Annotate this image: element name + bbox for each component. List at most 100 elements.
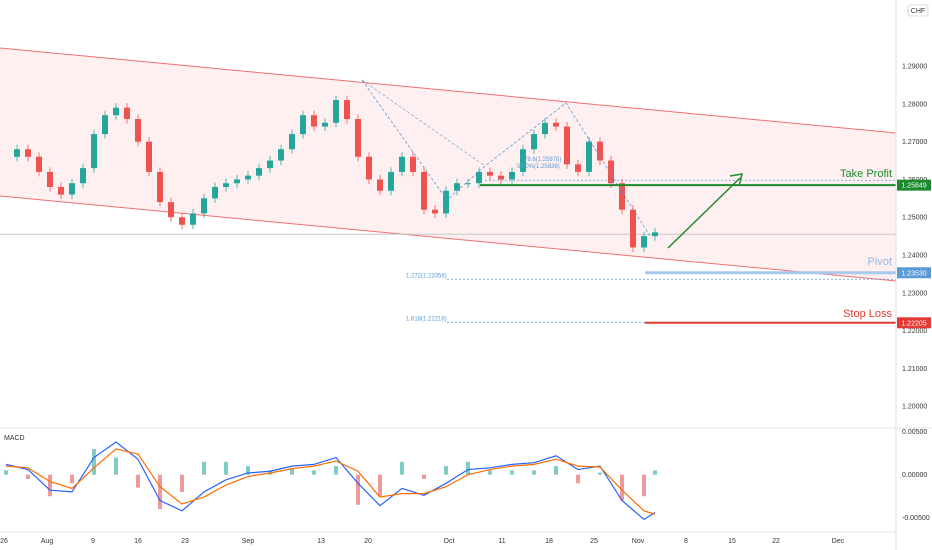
candle-body <box>47 171 53 187</box>
target-arrow-head <box>729 173 744 187</box>
time-tick-label: Oct <box>444 538 455 545</box>
candle-body <box>465 183 471 185</box>
candle-body <box>212 187 218 199</box>
time-tick-label: Dec <box>832 538 845 545</box>
macd-hist-bar <box>653 470 657 475</box>
time-tick-label: 8 <box>684 538 688 545</box>
candle-body <box>322 122 328 127</box>
candle-body <box>245 175 251 180</box>
macd-hist-bar <box>642 474 646 497</box>
time-axis[interactable]: 26 Aug 9 16 23 Sep 13 20 Oct 11 18 25 Nov 8 15 22 Dec <box>0 538 845 545</box>
fib-1272-label: 1.272(1.23358) <box>406 273 447 279</box>
candle-body <box>498 175 504 180</box>
macd-hist-bar <box>400 461 404 475</box>
time-tick-label: 9 <box>91 538 95 545</box>
macd-signal-line <box>5 448 656 515</box>
candle-body <box>608 160 614 184</box>
macd-tick-label: -0.00500 <box>902 515 930 522</box>
time-tick-label: 20 <box>364 538 372 545</box>
candle-body <box>586 141 592 172</box>
candle-body <box>91 134 97 169</box>
candle-body <box>355 119 361 157</box>
macd-hist-bar <box>26 474 30 479</box>
candle-body <box>641 236 647 248</box>
candle-body <box>476 171 482 184</box>
channel-upper-line <box>0 47 897 134</box>
candle-body <box>652 232 658 237</box>
target-arrow-shaft <box>667 177 741 249</box>
candle-body <box>575 164 581 172</box>
price-tick-label: 1.22000 <box>902 328 927 335</box>
macd-line <box>5 441 656 521</box>
take-profit-value: 1.25849 <box>901 183 926 190</box>
candle-body <box>443 190 449 214</box>
candle-body <box>69 183 75 195</box>
macd-hist-bar <box>422 474 426 479</box>
candle-body <box>58 187 64 195</box>
price-tick-label: 1.24000 <box>902 253 927 260</box>
candle-body <box>234 179 240 184</box>
macd-axis: 0.00500 0.00000 -0.00500 <box>902 429 930 522</box>
candle-body <box>520 149 526 172</box>
candle-body <box>146 141 152 172</box>
candle-body <box>168 202 174 218</box>
macd-hist-bar <box>136 474 140 488</box>
pivot-label: Pivot <box>868 256 892 268</box>
candle-body <box>223 183 229 187</box>
fib-b-label: 50.0%(1.25838) <box>517 164 560 170</box>
stop-loss-tag: 1.22205 <box>897 317 931 329</box>
candle-body <box>597 141 603 161</box>
pivot-value: 1.23530 <box>901 270 926 277</box>
macd-hist-bar <box>598 472 602 475</box>
candle-body <box>630 209 636 248</box>
macd-hist-bar <box>378 474 382 497</box>
macd-hist-bar <box>620 474 624 501</box>
candle-body <box>80 168 86 184</box>
channel-lower-line <box>0 195 897 282</box>
candle-body <box>399 156 405 172</box>
macd-hist-bar <box>4 470 8 475</box>
macd-hist-bar <box>246 466 250 475</box>
price-tick-label: 1.20000 <box>902 404 927 411</box>
candle-body <box>113 107 119 116</box>
candle-body <box>509 171 515 180</box>
price-axis[interactable]: 1.290001.280001.270001.260001.250001.240… <box>902 64 927 411</box>
candle-body <box>344 100 350 119</box>
price-tick-label: 1.21000 <box>902 366 927 373</box>
macd-hist-bar <box>312 470 316 475</box>
candle-body <box>278 149 284 161</box>
candle-body <box>542 122 548 135</box>
candle-body <box>135 119 141 142</box>
time-tick-label: Nov <box>632 538 645 545</box>
pivot-tag: 1.23530 <box>897 267 931 279</box>
time-tick-label: 11 <box>498 538 505 545</box>
stop-loss-label: Stop Loss <box>843 308 892 320</box>
candle-body <box>300 115 306 135</box>
candle-body <box>36 156 42 172</box>
candle-body <box>190 213 196 225</box>
time-tick-label: 16 <box>134 538 142 545</box>
candle-body <box>311 115 317 127</box>
candle-body <box>531 134 537 150</box>
candle-body <box>388 171 394 191</box>
candle-body <box>25 149 31 157</box>
pattern-xb-dashes <box>361 79 486 167</box>
candle-body <box>201 198 207 214</box>
macd-tick-label: 0.00500 <box>902 429 927 436</box>
price-tick-label: 1.28000 <box>902 101 927 108</box>
macd-hist-bar <box>444 466 448 475</box>
macd-hist-bar <box>92 448 96 475</box>
candle-body <box>14 149 20 157</box>
stop-loss-value: 1.22205 <box>901 320 926 327</box>
candle-body <box>267 160 273 169</box>
candle-body <box>366 156 372 180</box>
take-profit-label: Take Profit <box>840 168 892 180</box>
price-tick-label: 1.29000 <box>902 64 927 71</box>
currency-box <box>907 4 929 17</box>
candle-body <box>432 209 438 214</box>
candle-body <box>487 171 493 176</box>
candle-body <box>377 179 383 191</box>
candle-body <box>179 217 185 225</box>
channel-fill <box>0 48 896 281</box>
